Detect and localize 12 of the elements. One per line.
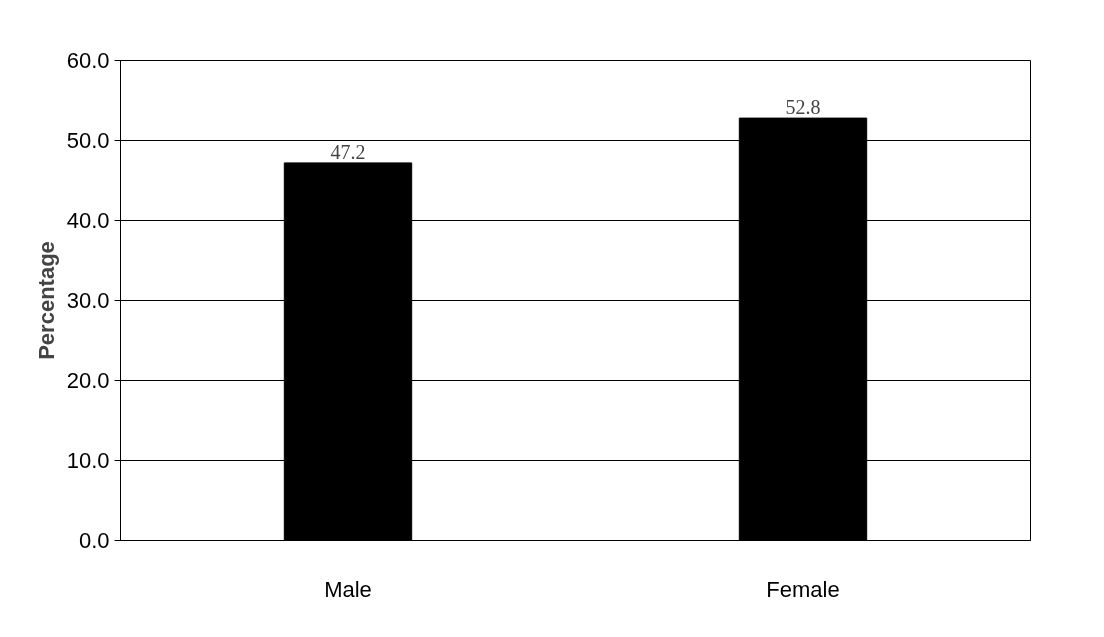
data-label: 52.8 — [785, 96, 821, 119]
y-tick-label: 40.0 — [66, 208, 110, 233]
x-tick-label: Female — [766, 576, 840, 602]
y-tick-label: 30.0 — [66, 288, 110, 313]
y-tick-label: 10.0 — [66, 448, 110, 473]
x-tick-label: Male — [324, 576, 372, 602]
y-tick-label: 20.0 — [66, 368, 110, 393]
y-tick-label: 50.0 — [66, 128, 110, 153]
data-label: 47.2 — [330, 140, 366, 163]
y-tick-label: 0.0 — [78, 528, 110, 553]
y-axis-title: Percentage — [33, 241, 59, 360]
y-tick-label: 60.0 — [66, 48, 110, 73]
